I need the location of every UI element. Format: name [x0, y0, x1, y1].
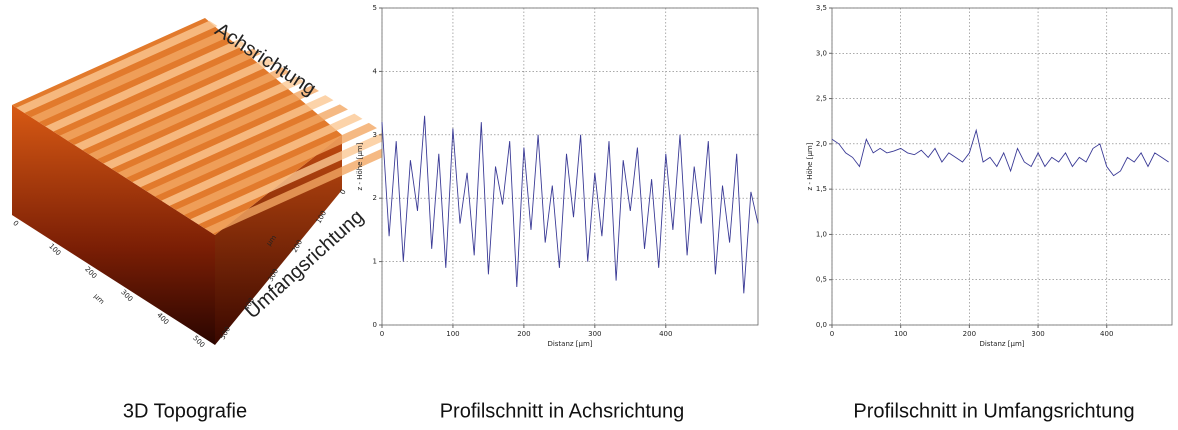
caption: Profilschnitt in Achsrichtung [440, 400, 685, 422]
y-tick-label: 4 [373, 67, 378, 75]
y-tick-label: 3,0 [816, 49, 827, 57]
y-tick-label: 2,0 [816, 140, 827, 148]
x-axis-label: Distanz [µm] [547, 340, 592, 348]
y-tick-label: 1 [373, 258, 377, 266]
y-axis-label: z - Höhe [µm] [356, 142, 364, 190]
topography: Achsrichtung Umfangsrichtung µm µm [12, 18, 406, 345]
x-tick-label: 0 [380, 330, 384, 338]
topo-tick-label: 0 [11, 219, 20, 228]
y-tick-label: 0,0 [816, 321, 827, 329]
x-tick-label: 400 [1100, 330, 1113, 338]
x-tick-label: 400 [659, 330, 672, 338]
topo-tick-label: 0 [339, 188, 348, 196]
caption: Profilschnitt in Umfangsrichtung [853, 400, 1134, 422]
y-tick-label: 3,5 [816, 4, 827, 12]
y-tick-label: 0,5 [816, 276, 827, 284]
x-tick-label: 100 [894, 330, 907, 338]
y-tick-label: 1,0 [816, 230, 827, 238]
x-tick-label: 300 [1031, 330, 1044, 338]
unit-label: µm [92, 292, 106, 306]
y-tick-label: 0 [373, 321, 377, 329]
y-tick-label: 2 [373, 194, 377, 202]
x-axis-label: Distanz [µm] [979, 340, 1024, 348]
x-tick-label: 200 [963, 330, 976, 338]
plot-frame [832, 8, 1172, 325]
caption: 3D Topografie [123, 400, 247, 422]
plot-frame [382, 8, 758, 325]
x-tick-label: 100 [446, 330, 459, 338]
y-tick-label: 5 [373, 4, 377, 12]
figure: Achsrichtung Umfangsrichtung µm µm 3D To… [0, 0, 1178, 430]
y-axis-label: z - Höhe [µm] [806, 142, 814, 190]
x-tick-label: 300 [588, 330, 601, 338]
x-tick-label: 0 [830, 330, 834, 338]
y-tick-label: 2,5 [816, 95, 827, 103]
y-tick-label: 3 [373, 131, 377, 139]
y-tick-label: 1,5 [816, 185, 827, 193]
x-tick-label: 200 [517, 330, 530, 338]
